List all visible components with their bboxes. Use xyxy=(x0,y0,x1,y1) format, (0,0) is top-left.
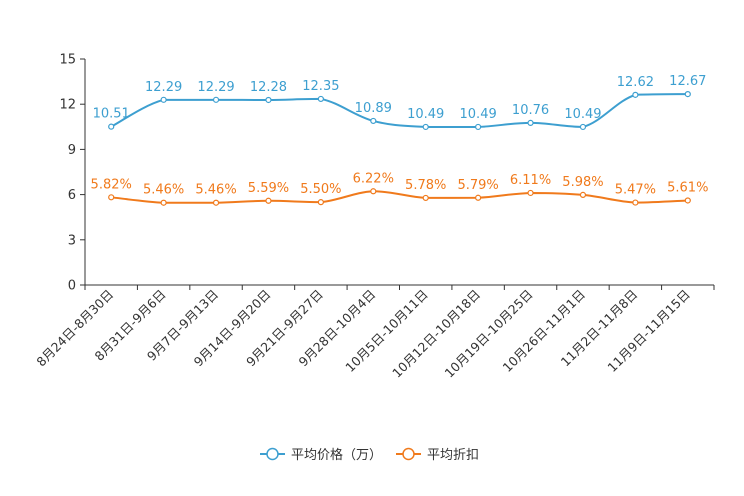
data-point[interactable] xyxy=(422,123,429,131)
legend-marker-icon xyxy=(266,447,279,461)
data-point[interactable] xyxy=(475,123,482,131)
legend-label: 平均折扣 xyxy=(427,448,479,463)
data-label: 10.51 xyxy=(93,107,130,122)
data-label: 5.47% xyxy=(615,183,656,198)
data-label: 5.46% xyxy=(195,183,236,198)
legend-item-average-price[interactable]: 平均价格（万） xyxy=(260,447,382,463)
data-label: 10.49 xyxy=(564,107,601,122)
data-label: 12.29 xyxy=(197,80,234,95)
legend-item-average-discount[interactable]: 平均折扣 xyxy=(396,447,479,463)
data-label: 5.46% xyxy=(143,183,184,198)
data-label: 5.82% xyxy=(91,177,132,192)
y-tick-label: 3 xyxy=(68,233,76,248)
x-tick-label: 10月19日-10月25日 xyxy=(442,287,536,381)
data-point[interactable] xyxy=(527,119,534,126)
data-point[interactable] xyxy=(212,199,220,206)
legend-marker-icon xyxy=(402,447,415,461)
data-label: 10.89 xyxy=(355,101,392,116)
data-label: 5.61% xyxy=(667,180,708,195)
legend[interactable]: 平均价格（万） 平均折扣 xyxy=(260,447,479,463)
data-point[interactable] xyxy=(265,197,272,204)
data-point[interactable] xyxy=(108,123,115,130)
data-point[interactable] xyxy=(422,194,429,202)
data-point[interactable] xyxy=(370,117,377,125)
series-line xyxy=(110,93,688,128)
data-point[interactable] xyxy=(160,199,167,206)
data-point[interactable] xyxy=(212,96,220,103)
data-label: 10.49 xyxy=(407,107,444,122)
data-label: 12.67 xyxy=(669,74,706,89)
data-point[interactable] xyxy=(265,96,272,104)
y-axis: 0 3 6 9 12 15 xyxy=(59,53,86,294)
y-tick-label: 6 xyxy=(68,188,76,203)
y-tick-label: 0 xyxy=(68,279,76,294)
data-point[interactable] xyxy=(579,123,587,131)
data-point[interactable] xyxy=(370,188,377,195)
series-line xyxy=(111,190,688,204)
y-tick-label: 12 xyxy=(59,98,76,113)
data-label: 5.98% xyxy=(562,175,603,190)
data-point[interactable] xyxy=(317,199,324,206)
data-label: 6.22% xyxy=(353,171,394,186)
x-tick-label: 10月12日-10月18日 xyxy=(389,287,483,381)
data-point[interactable] xyxy=(632,199,639,206)
data-point[interactable] xyxy=(160,96,167,103)
series-average-price: 10.51 12.29 12.29 12.28 12.35 10.89 10.49 10.49… xyxy=(93,74,706,131)
data-label: 5.50% xyxy=(300,182,341,197)
data-point[interactable] xyxy=(317,95,324,103)
data-label: 5.78% xyxy=(405,178,446,193)
legend-label: 平均价格（万） xyxy=(291,447,382,463)
y-tick-label: 15 xyxy=(59,53,76,68)
x-axis: 8月24日-8月30日8月31日-9月6日9月7日-9月13日9月14日-9月2… xyxy=(33,284,715,381)
series-average-discount: 5.82% 5.46% 5.46% 5.59% 5.50% 6.22% 5.78% 5.79%… xyxy=(91,171,708,206)
data-label: 12.29 xyxy=(145,80,182,95)
data-point[interactable] xyxy=(579,191,587,199)
data-label: 5.59% xyxy=(248,181,289,196)
series-layer: 10.51 12.29 12.29 12.28 12.35 10.89 10.49 10.49… xyxy=(91,74,708,206)
data-point[interactable] xyxy=(684,197,691,204)
data-point[interactable] xyxy=(475,194,482,201)
data-point[interactable] xyxy=(632,91,639,98)
data-point[interactable] xyxy=(684,91,691,98)
y-tick-label: 9 xyxy=(68,143,76,158)
data-label: 5.79% xyxy=(457,178,498,193)
data-label: 10.49 xyxy=(460,107,497,122)
data-label: 12.28 xyxy=(250,80,287,95)
data-label: 12.35 xyxy=(302,79,339,94)
data-point[interactable] xyxy=(527,189,534,197)
data-point[interactable] xyxy=(108,194,115,201)
data-label: 6.11% xyxy=(510,173,551,188)
data-label: 12.62 xyxy=(617,75,654,90)
data-label: 10.76 xyxy=(512,103,549,118)
